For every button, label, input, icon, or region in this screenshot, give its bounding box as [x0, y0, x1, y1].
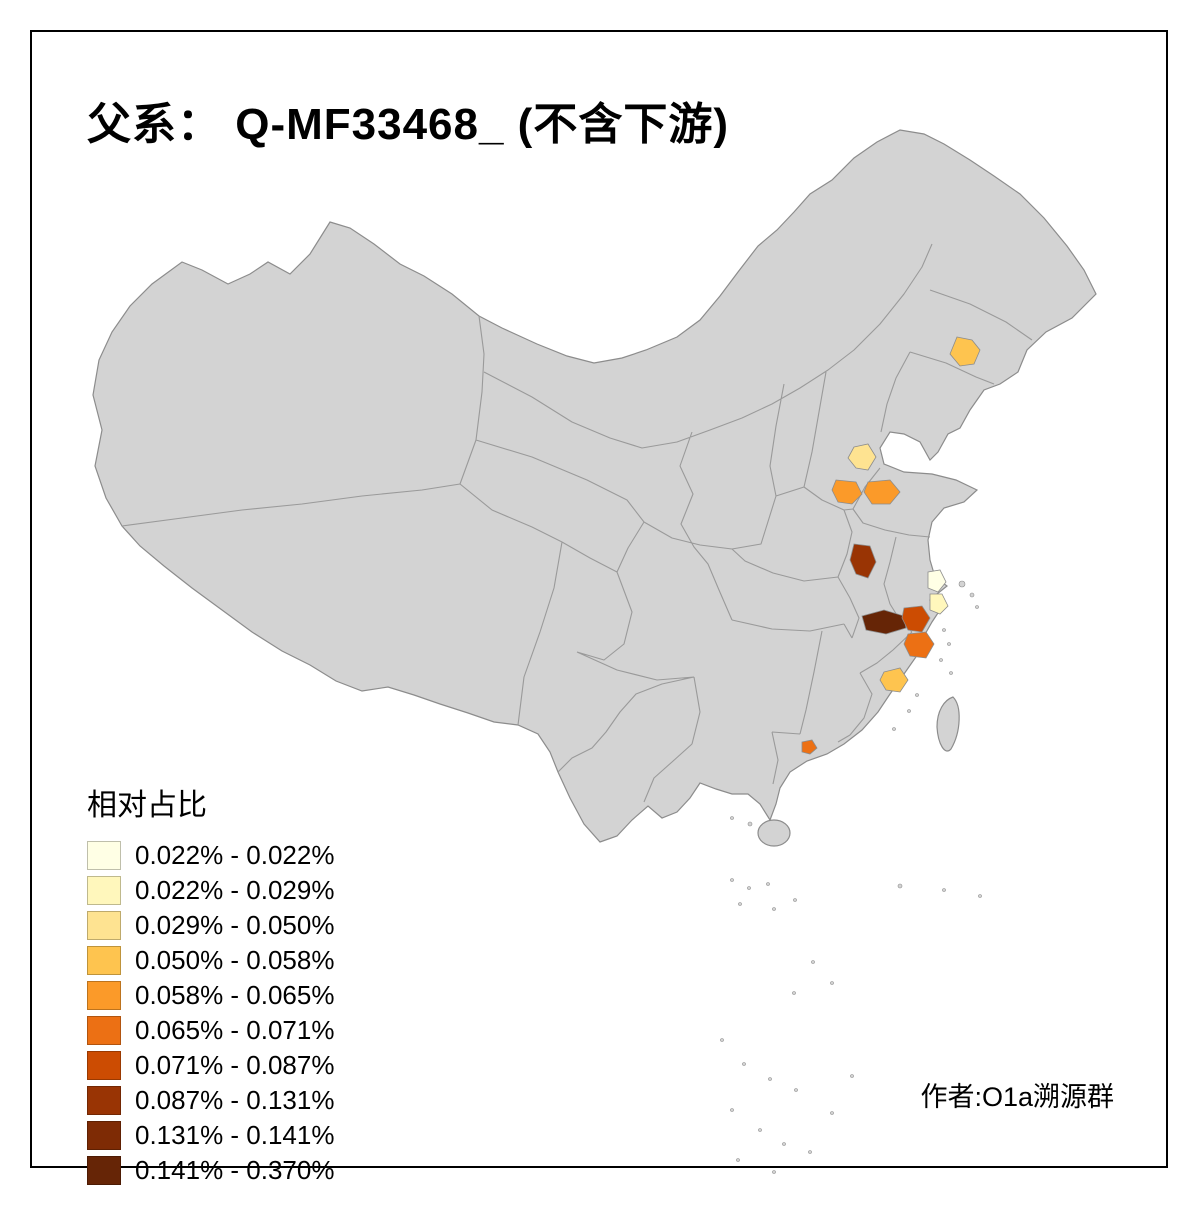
legend-bin-label: 0.029% - 0.050% — [135, 909, 335, 940]
legend-row: 0.071% - 0.087% — [87, 1050, 334, 1080]
region-patch-shandong-central-orange — [863, 479, 901, 505]
legend: 相对占比 0.022% - 0.022% 0.022% - 0.029% 0.029… — [87, 780, 334, 1190]
legend-row: 0.029% - 0.050% — [87, 910, 334, 940]
legend-bin-label: 0.050% - 0.058% — [135, 944, 335, 975]
legend-bin-label: 0.141% - 0.370% — [135, 1154, 335, 1185]
taiwan-island — [936, 696, 960, 752]
region-patch-shandong-north-pale — [847, 443, 877, 471]
legend-swatch — [87, 910, 121, 940]
region-patch-anhui-central-dark — [849, 543, 877, 579]
legend-bin-label: 0.058% - 0.065% — [135, 979, 335, 1010]
region-patch-zhejiang-northwest-brown — [901, 605, 931, 633]
region-patch-zhejiang-central-orange — [903, 631, 935, 659]
legend-row: 0.058% - 0.065% — [87, 980, 334, 1010]
legend-bin-label: 0.131% - 0.141% — [135, 1119, 335, 1150]
legend-swatch — [87, 1085, 121, 1115]
author-credit: 作者:O1a溯源群 — [920, 1082, 1114, 1112]
legend-row: 0.022% - 0.029% — [87, 875, 334, 905]
legend-swatch — [87, 1120, 121, 1150]
legend-title: 相对占比 — [87, 789, 207, 822]
legend-row: 0.141% - 0.370% — [87, 1155, 334, 1185]
legend-swatch — [87, 980, 121, 1010]
region-patch-coastal-pale-1 — [927, 569, 947, 593]
legend-swatch — [87, 840, 121, 870]
map-frame: 父系： Q-MF33468_ (不含下游) 相对占比 0.022% - 0.02… — [30, 30, 1168, 1185]
map-title: 父系： Q-MF33468_ (不含下游) — [87, 100, 729, 149]
legend-bin-label: 0.071% - 0.087% — [135, 1049, 335, 1080]
legend-row: 0.022% - 0.022% — [87, 840, 334, 870]
region-patch-shandong-west-orange — [831, 479, 863, 505]
legend-bin-label: 0.065% - 0.071% — [135, 1014, 335, 1045]
legend-swatch — [87, 1155, 121, 1185]
legend-row: 0.050% - 0.058% — [87, 945, 334, 975]
region-patch-guangdong-small-orange — [801, 739, 818, 755]
legend-rows: 0.022% - 0.022% 0.022% - 0.029% 0.029% - 0… — [87, 840, 334, 1185]
south-china-sea-islands — [720, 580, 982, 1174]
legend-row: 0.065% - 0.071% — [87, 1015, 334, 1045]
legend-swatch — [87, 1050, 121, 1080]
region-patch-anhui-south-darkest — [861, 609, 907, 635]
region-patch-northeast-liaoning — [949, 336, 981, 367]
legend-bin-label: 0.022% - 0.029% — [135, 874, 335, 905]
highlighted-regions — [801, 336, 981, 755]
china-choropleth-map — [92, 129, 1097, 1174]
legend-swatch — [87, 945, 121, 975]
region-patch-fujian-coast-yellow — [879, 667, 909, 693]
legend-bin-label: 0.087% - 0.131% — [135, 1084, 335, 1115]
legend-row: 0.131% - 0.141% — [87, 1120, 334, 1150]
region-patch-coastal-pale-2 — [929, 593, 949, 615]
legend-row: 0.087% - 0.131% — [87, 1085, 334, 1115]
hainan-island — [757, 819, 791, 847]
legend-bin-label: 0.022% - 0.022% — [135, 839, 335, 870]
mainland-outline — [92, 129, 1097, 843]
legend-swatch — [87, 1015, 121, 1045]
province-borders — [121, 243, 1033, 803]
legend-swatch — [87, 875, 121, 905]
